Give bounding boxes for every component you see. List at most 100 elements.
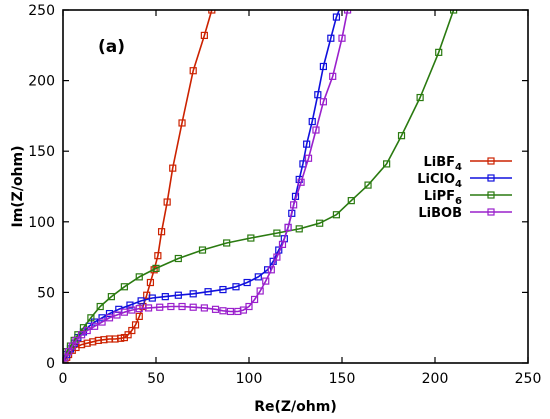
legend-label: LiBF4 <box>424 155 463 173</box>
legend-swatch-marker <box>487 174 495 182</box>
data-point-LiPF6 <box>107 293 115 301</box>
data-point-LiBOB <box>278 240 287 248</box>
legend-swatch-marker <box>487 208 495 216</box>
series-layer <box>63 0 458 363</box>
legend-item-LiBOB: LiBOB <box>418 206 512 221</box>
series-line-LiPF6 <box>63 10 455 363</box>
x-tick-label: 150 <box>329 371 356 387</box>
series-line-LiBOB <box>63 10 349 363</box>
data-point-LiPF6 <box>152 264 160 272</box>
data-point-LiBF4 <box>146 278 155 287</box>
data-point-LiClO4 <box>204 288 212 296</box>
data-point-LiBOB <box>178 302 186 311</box>
data-point-LiBOB <box>156 303 164 311</box>
data-point-LiPF6 <box>383 160 391 168</box>
data-point-LiClO4 <box>126 301 134 309</box>
data-point-LiBF4 <box>189 67 197 75</box>
data-point-LiClO4 <box>254 273 262 281</box>
legend-label: LiPF6 <box>424 189 462 207</box>
data-point-LiClO4 <box>319 62 327 71</box>
data-point-LiBOB <box>211 305 220 313</box>
data-point-LiBOB <box>262 277 270 285</box>
data-point-LiPF6 <box>450 10 458 14</box>
data-point-LiClO4 <box>174 291 182 299</box>
data-point-LiBOB <box>312 126 320 134</box>
data-point-LiPF6 <box>174 254 182 263</box>
data-point-LiBF4 <box>163 198 171 206</box>
data-point-LiBF4 <box>131 321 140 329</box>
data-point-LiBOB <box>290 201 298 209</box>
data-point-LiBOB <box>319 98 327 106</box>
legend-swatch-marker <box>487 157 495 165</box>
data-point-LiPF6 <box>316 219 324 227</box>
panel-annotation: (a) <box>98 37 125 57</box>
x-tick-label: 250 <box>515 371 542 387</box>
data-point-LiPF6 <box>416 93 424 102</box>
data-point-LiBOB <box>83 326 91 335</box>
data-point-LiBOB <box>329 72 337 80</box>
legend-swatch-marker <box>487 191 495 199</box>
data-point-LiBF4 <box>157 228 166 236</box>
data-point-LiClO4 <box>189 290 197 298</box>
data-point-LiBOB <box>343 10 352 14</box>
data-point-LiPF6 <box>364 181 372 189</box>
data-point-LiBOB <box>120 308 128 316</box>
data-point-LiBOB <box>338 34 346 42</box>
data-point-LiBOB <box>273 253 281 261</box>
data-point-LiBOB <box>135 305 143 313</box>
data-point-LiBOB <box>91 322 99 330</box>
data-point-LiClO4 <box>91 318 99 326</box>
y-tick-label: 100 <box>28 215 55 231</box>
data-point-LiBOB <box>167 302 175 311</box>
data-point-LiPF6 <box>273 229 281 237</box>
data-point-LiBOB <box>64 348 73 356</box>
data-point-LiClO4 <box>219 285 227 294</box>
data-point-LiBF4 <box>169 164 177 172</box>
data-point-LiPF6 <box>223 239 231 247</box>
x-tick-label: 200 <box>422 371 449 387</box>
data-point-LiBOB <box>226 307 234 316</box>
y-tick-label: 200 <box>28 74 55 90</box>
data-point-LiClO4 <box>232 283 240 291</box>
x-tick-label: 100 <box>236 371 263 387</box>
data-point-LiBOB <box>267 266 275 274</box>
data-point-LiClO4 <box>243 278 251 287</box>
data-point-LiClO4 <box>314 91 322 99</box>
y-axis-title: Im(Z/ohm) <box>10 145 26 227</box>
data-point-LiBF4 <box>208 10 216 14</box>
data-point-LiBOB <box>189 303 197 311</box>
data-point-LiBOB <box>113 311 121 319</box>
data-point-LiBF4 <box>128 326 136 335</box>
data-point-LiClO4 <box>327 34 335 42</box>
data-point-LiBF4 <box>135 312 143 321</box>
data-point-LiBOB <box>68 342 76 350</box>
data-point-LiPF6 <box>332 211 341 219</box>
data-point-LiClO4 <box>137 297 145 305</box>
x-tick-label: 0 <box>59 371 68 387</box>
data-point-LiBF4 <box>124 331 132 339</box>
data-point-LiPF6 <box>397 132 406 140</box>
data-point-LiBF4 <box>150 266 158 274</box>
legend-item-LiBF4: LiBF4 <box>424 155 512 173</box>
data-point-LiBOB <box>297 178 305 186</box>
y-tick-label: 50 <box>37 285 55 301</box>
data-point-LiBOB <box>245 302 253 311</box>
data-point-LiBOB <box>98 318 106 326</box>
series-line-LiBF4 <box>63 10 213 363</box>
data-point-LiPF6 <box>87 314 95 322</box>
data-point-LiBF4 <box>178 119 186 127</box>
data-point-LiPF6 <box>295 225 303 233</box>
x-tick-label: 50 <box>147 371 165 387</box>
legend-label: LiClO4 <box>417 172 462 190</box>
data-point-LiPF6 <box>96 302 104 311</box>
data-point-LiClO4 <box>98 314 106 322</box>
data-point-LiBOB <box>219 307 227 315</box>
data-point-LiClO4 <box>339 0 345 6</box>
legend-item-LiClO4: LiClO4 <box>417 172 512 190</box>
series-LiBOB <box>63 10 352 363</box>
plot-area-frame <box>62 9 529 364</box>
data-point-LiBOB <box>304 154 313 162</box>
data-point-LiBF4 <box>154 252 162 260</box>
legend-label: LiBOB <box>418 206 462 221</box>
